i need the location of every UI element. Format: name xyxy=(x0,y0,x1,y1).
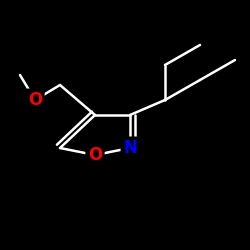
Text: N: N xyxy=(123,139,137,157)
Text: O: O xyxy=(28,91,42,109)
Text: O: O xyxy=(88,146,102,164)
